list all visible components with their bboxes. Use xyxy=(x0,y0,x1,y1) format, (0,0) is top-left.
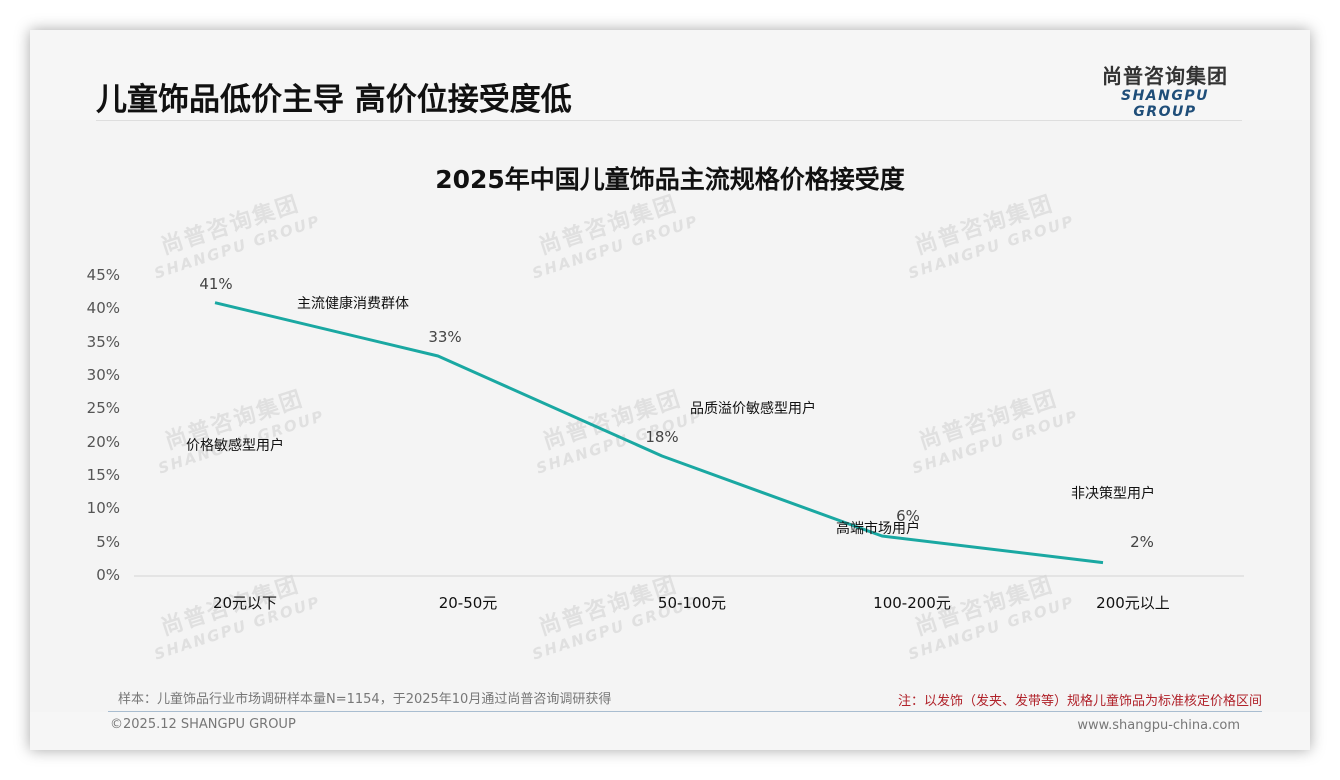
slide: 儿童饰品低价主导 高价位接受度低 尚普咨询集团 SHANGPU GROUP 尚普… xyxy=(30,30,1310,750)
x-tick-label: 100-200元 xyxy=(873,594,951,612)
x-tick-label: 20元以下 xyxy=(212,594,278,612)
y-tick-label: 0% xyxy=(96,566,120,584)
line-chart xyxy=(134,301,1244,577)
series-line xyxy=(214,301,1104,565)
footer-band xyxy=(30,712,1310,750)
logo-en-text: SHANGPU GROUP xyxy=(1121,88,1209,120)
x-tick-label: 20-50元 xyxy=(438,594,498,612)
footer-note: 注：以发饰（发夹、发带等）规格儿童饰品为标准核定价格区间 xyxy=(897,694,1262,709)
annotation-price-sensitive: 价格敏感型用户 xyxy=(186,438,284,454)
data-point-label: 41% xyxy=(199,274,233,293)
data-point-label: 6% xyxy=(896,507,920,525)
header-divider xyxy=(96,120,1242,121)
annotation-non-decision: 非决策型用户 xyxy=(1071,486,1155,502)
y-tick-label: 40% xyxy=(86,299,120,318)
y-tick-label: 5% xyxy=(96,532,120,551)
y-tick-label: 45% xyxy=(86,266,120,284)
footer-copyright: ©2025.12 SHANGPU GROUP xyxy=(110,717,296,732)
y-tick-label: 30% xyxy=(86,366,120,384)
y-tick-label: 15% xyxy=(86,466,120,484)
data-point-label: 33% xyxy=(428,328,462,346)
company-logo: 尚普咨询集团 SHANGPU GROUP xyxy=(1090,64,1240,120)
footer-divider xyxy=(108,711,1262,712)
page-title: 儿童饰品低价主导 高价位接受度低 xyxy=(96,82,572,118)
x-tick-label: 200元以上 xyxy=(1096,594,1170,612)
y-tick-label: 20% xyxy=(86,432,120,451)
annotation-high-end: 高端市场用户 xyxy=(836,521,920,537)
data-point-label: 18% xyxy=(645,428,679,446)
x-tick-label: 50-100元 xyxy=(657,594,727,612)
annotation-quality-premium: 品质溢价敏感型用户 xyxy=(690,401,816,417)
annotation-mainstream: 主流健康消费群体 xyxy=(297,296,409,312)
footer-url: www.shangpu-china.com xyxy=(1077,718,1240,733)
header-band xyxy=(30,30,1310,120)
data-point-label: 2% xyxy=(1130,532,1154,551)
y-tick-label: 10% xyxy=(86,499,120,518)
y-tick-label: 35% xyxy=(86,332,120,351)
chart-title: 2025年中国儿童饰品主流规格价格接受度 xyxy=(435,165,905,194)
y-tick-label: 25% xyxy=(86,399,120,418)
footer-source: 样本：儿童饰品行业市场调研样本量N=1154，于2025年10月通过尚普咨询调研… xyxy=(118,692,612,707)
logo-cn-text: 尚普咨询集团 xyxy=(1102,64,1228,88)
